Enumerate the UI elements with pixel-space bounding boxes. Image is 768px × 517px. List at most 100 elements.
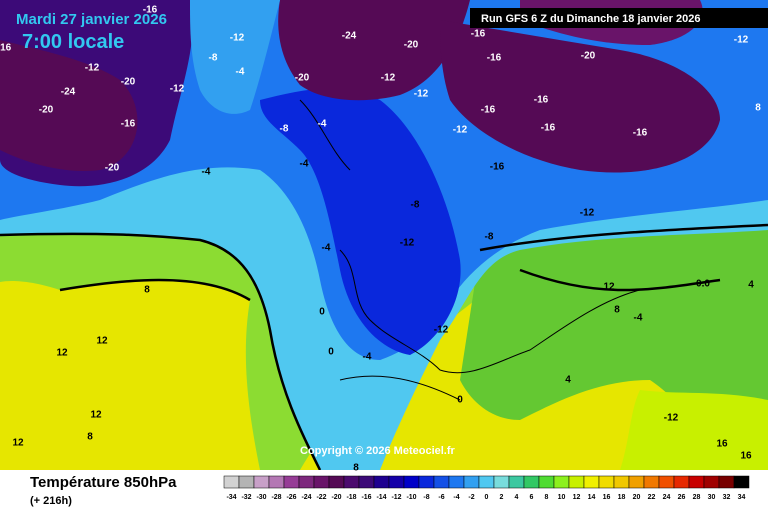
contour-label: -4 [318, 119, 327, 130]
contour-label: -4 [236, 67, 245, 78]
contour-label: 16 [740, 451, 752, 462]
legend-tick-label: 26 [678, 494, 686, 501]
contour-label: 8 [87, 432, 93, 443]
contour-label: 12 [90, 410, 102, 421]
contour-label: 0.0 [696, 279, 710, 290]
contour-label: -16 [143, 5, 158, 16]
contour-label: -20 [404, 40, 419, 51]
legend-tick-label: -16 [361, 494, 371, 501]
contour-label: -16 [121, 119, 136, 130]
legend-swatch [583, 475, 600, 489]
forecast-time: 7:00 locale [22, 31, 124, 53]
contour-label: -16 [471, 29, 486, 40]
legend-tick-label: 0 [485, 494, 489, 501]
contour-label: -4 [363, 352, 372, 363]
contour-label: 12 [96, 336, 108, 347]
contour-label: 8 [614, 305, 620, 316]
legend-tick-label: -6 [438, 494, 444, 501]
legend-swatch [463, 475, 480, 489]
contour-label: 0 [319, 307, 325, 318]
legend-swatch [418, 475, 435, 489]
legend-swatch [253, 475, 270, 489]
legend-tick-label: -14 [376, 494, 386, 501]
legend-swatch [613, 475, 630, 489]
contour-label: 8 [755, 103, 761, 114]
legend-swatch [688, 475, 705, 489]
legend-swatch [403, 475, 420, 489]
contour-label: 0 [457, 395, 463, 406]
legend-tick-label: 24 [663, 494, 671, 501]
legend-swatch [478, 475, 495, 489]
legend-swatch [733, 475, 750, 489]
legend-swatch [493, 475, 510, 489]
contour-label: 12 [603, 282, 615, 293]
legend-swatch [343, 475, 360, 489]
run-box [470, 8, 768, 28]
contour-label: -16 [481, 105, 496, 116]
contour-label: -12 [434, 325, 449, 336]
contour-label: -12 [170, 84, 185, 95]
contour-label: -12 [734, 35, 749, 46]
legend-swatch [568, 475, 585, 489]
legend-tick-label: 4 [515, 494, 519, 501]
contour-label: -8 [485, 232, 494, 243]
contour-label: -16 [0, 43, 12, 54]
contour-label: -12 [85, 63, 100, 74]
legend-tick-label: -10 [406, 494, 416, 501]
contour-label: -12 [230, 33, 245, 44]
legend-tick-label: -34 [226, 494, 236, 501]
run-info: Run GFS 6 Z du Dimanche 18 janvier 2026 [481, 13, 700, 25]
copyright: Copyright © 2026 Meteociel.fr [300, 445, 456, 457]
contour-label: 8 [353, 463, 359, 474]
legend-tick-label: 16 [603, 494, 611, 501]
legend-tick-label: -20 [331, 494, 341, 501]
legend-tick-label: 28 [693, 494, 701, 501]
legend-tick-label: -12 [391, 494, 401, 501]
legend-swatch [433, 475, 450, 489]
legend-tick-label: 22 [648, 494, 656, 501]
contour-label: -24 [342, 31, 357, 42]
legend-tick-label: -4 [453, 494, 459, 501]
legend-swatch [718, 475, 735, 489]
contour-label: 12 [56, 348, 68, 359]
legend-tick-label: -32 [241, 494, 251, 501]
legend-swatch [313, 475, 330, 489]
legend-tick-label: 10 [558, 494, 566, 501]
legend-tick-label: 20 [633, 494, 641, 501]
lead-time: (+ 216h) [30, 495, 72, 507]
legend-tick-label: 8 [545, 494, 549, 501]
legend-tick-label: 32 [723, 494, 731, 501]
contour-label: -16 [534, 95, 549, 106]
contour-label: -20 [581, 51, 596, 62]
contour-label: 0 [328, 347, 334, 358]
contour-label: -16 [487, 53, 502, 64]
legend-swatch [553, 475, 570, 489]
legend-swatch [703, 475, 720, 489]
legend-tick-label: 18 [618, 494, 626, 501]
legend-swatch [448, 475, 465, 489]
contour-label: -16 [633, 128, 648, 139]
contour-label: -8 [280, 124, 289, 135]
contour-label: 4 [565, 375, 571, 386]
contour-label: -4 [634, 313, 643, 324]
legend-tick-label: -22 [316, 494, 326, 501]
contour-label: -4 [322, 243, 331, 254]
contour-label: -20 [295, 73, 310, 84]
legend-swatch [643, 475, 660, 489]
legend-swatch [283, 475, 300, 489]
legend-swatch [223, 475, 240, 489]
contour-labels: -16 -12 -8 -24 -20 -16 -16 -20 -12 -16 -12 -20 -12 -2… [0, 5, 761, 474]
legend-tick-label: 2 [500, 494, 504, 501]
contour-label: -12 [400, 238, 415, 249]
legend-tick-label: -28 [271, 494, 281, 501]
contour-label: -12 [664, 413, 679, 424]
contour-label: 8 [144, 285, 150, 296]
legend-tick-label: -24 [301, 494, 311, 501]
footer-title: Température 850hPa [30, 474, 177, 491]
contour-label: 4 [748, 280, 754, 291]
legend-tick-label: -30 [256, 494, 266, 501]
contour-label: -8 [209, 53, 218, 64]
contour-label: -4 [202, 167, 211, 178]
